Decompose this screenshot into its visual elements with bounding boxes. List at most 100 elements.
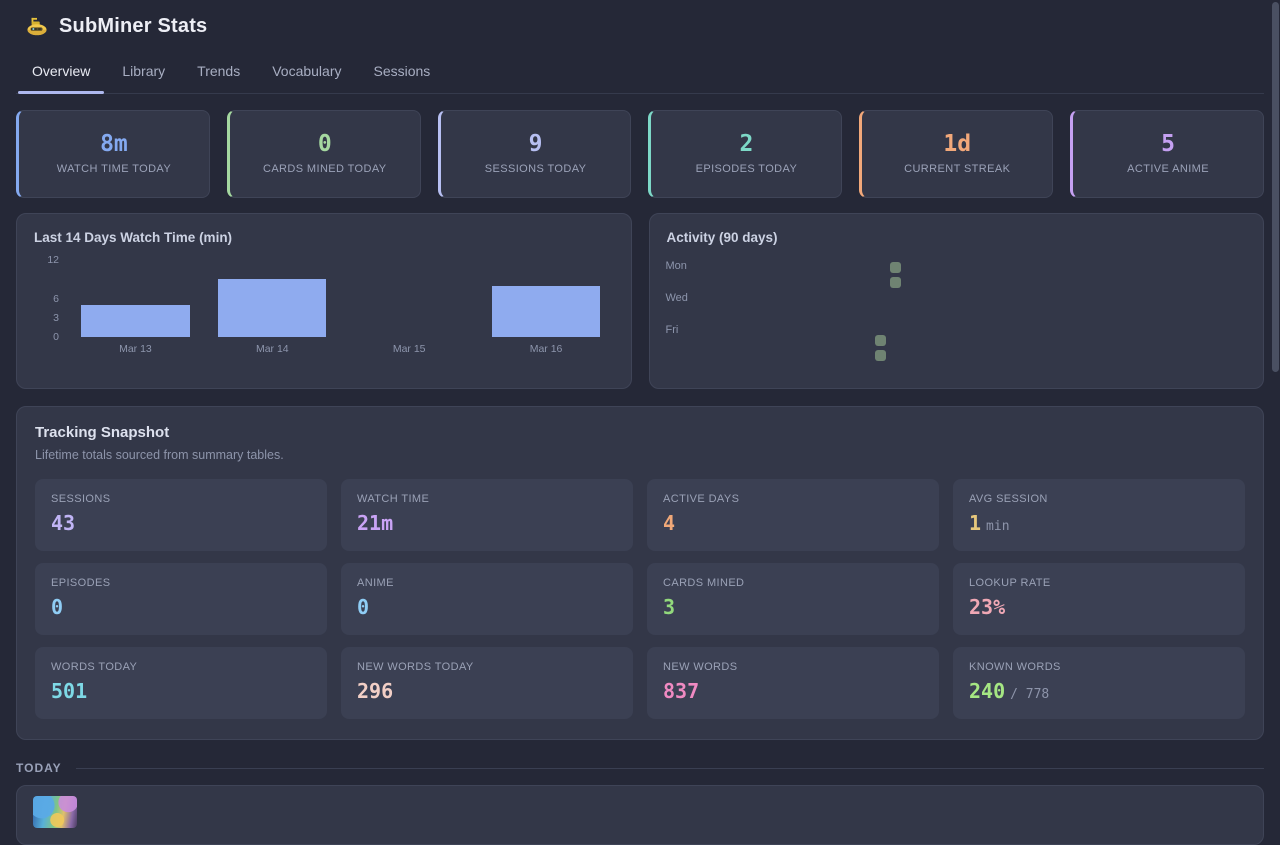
stat-label: ACTIVE ANIME [1127, 163, 1209, 175]
charts-row: Last 14 Days Watch Time (min) 12 6 3 0 Mar … [16, 213, 1264, 389]
stat-card: 1d CURRENT STREAK [859, 110, 1054, 198]
tile-label: ACTIVE DAYS [663, 493, 740, 505]
snapshot-tile: ANIME 0 [341, 563, 633, 635]
snapshot-tile: WORDS TODAY 501 [35, 647, 327, 719]
bar-chart-xlabels: Mar 13 Mar 14 Mar 15 Mar 16 [67, 343, 615, 355]
tracking-snapshot-subtitle: Lifetime totals sourced from summary tab… [35, 448, 284, 462]
tile-value: 23% [969, 595, 1006, 619]
vertical-scrollbar-thumb[interactable] [1272, 2, 1279, 372]
main-nav: Overview Library Trends Vocabulary Sessi… [16, 55, 1264, 94]
tile-value: 296 [357, 679, 394, 703]
stat-label: CURRENT STREAK [904, 163, 1011, 175]
heatmap-active-cell [889, 262, 901, 273]
stat-label: EPISODES TODAY [695, 163, 798, 175]
bar-slot [478, 286, 615, 337]
stat-card: 2 EPISODES TODAY [648, 110, 843, 198]
tile-value: 4 [663, 511, 676, 535]
tile-label: KNOWN WORDS [969, 661, 1061, 673]
bar-mar-14 [218, 279, 327, 337]
snapshot-tile: EPISODES 0 [35, 563, 327, 635]
y-axis-tick: 3 [53, 312, 59, 324]
stat-value: 9 [528, 131, 543, 157]
snapshot-tile: SESSIONS 43 [35, 479, 327, 551]
today-stats-row: 8m WATCH TIME TODAY 0 CARDS MINED TODAY … [16, 110, 1264, 198]
stat-value: 0 [317, 131, 332, 157]
snapshot-tile: CARDS MINED 3 [647, 563, 939, 635]
snapshot-tile: WATCH TIME 21m [341, 479, 633, 551]
heatmap-day-label: Mon [665, 260, 687, 272]
tile-value: 3 [663, 595, 676, 619]
snapshot-tile: KNOWN WORDS 240 / 778 [953, 647, 1245, 719]
tile-value: 0 [51, 595, 64, 619]
x-axis-label: Mar 15 [392, 343, 426, 355]
tile-value: 1 [969, 511, 982, 535]
bar-mar-16 [492, 286, 601, 337]
heatmap-active-cell [889, 277, 901, 288]
tile-value: 0 [357, 595, 370, 619]
tile-label: EPISODES [51, 577, 111, 589]
heatmap-day-label: Wed [665, 292, 688, 304]
page-title: SubMiner Stats [59, 15, 208, 37]
tile-label: LOOKUP RATE [969, 577, 1051, 589]
watch-time-chart-panel: Last 14 Days Watch Time (min) 12 6 3 0 Mar … [16, 213, 632, 389]
heatmap-title: Activity (90 days) [666, 230, 778, 245]
x-axis-label: Mar 14 [255, 343, 289, 355]
activity-heatmap-panel: Activity (90 days) Mon Wed Fri [648, 213, 1264, 389]
x-axis-label: Mar 13 [119, 343, 152, 355]
nav-tab[interactable]: Vocabulary [272, 63, 342, 79]
tracking-snapshot-title: Tracking Snapshot [35, 424, 170, 441]
tile-value: 21m [357, 511, 394, 535]
stat-label: CARDS MINED TODAY [262, 163, 387, 175]
snapshot-tile: NEW WORDS 837 [647, 647, 939, 719]
stat-value: 5 [1161, 131, 1175, 157]
stat-label: SESSIONS TODAY [484, 163, 587, 175]
today-session-card[interactable] [16, 785, 1264, 845]
heatmap-active-cell [874, 335, 886, 346]
stat-value: 8m [100, 131, 128, 157]
tile-label: NEW WORDS [663, 661, 738, 673]
tile-label: ANIME [357, 577, 394, 589]
bar-slot [67, 305, 204, 337]
submarine-icon [26, 17, 48, 37]
stat-value: 1d [943, 131, 972, 157]
y-axis-tick: 6 [53, 293, 59, 305]
nav-tab[interactable]: Sessions [373, 63, 431, 79]
stat-value: 2 [739, 131, 754, 157]
today-section-label: TODAY [16, 761, 62, 775]
section-divider [75, 767, 1264, 769]
tile-suffix: / 778 [1010, 687, 1050, 702]
snapshot-tile: NEW WORDS TODAY 296 [341, 647, 633, 719]
y-axis-tick: 0 [53, 331, 59, 343]
today-section-header: TODAY [16, 761, 1264, 775]
tile-label: CARDS MINED [663, 577, 745, 589]
tile-value: 240 [969, 679, 1006, 703]
heatmap-active-cell [874, 350, 886, 361]
app-header: SubMiner Stats [16, 0, 1264, 38]
tile-value: 43 [51, 511, 76, 535]
nav-tab[interactable]: Trends [197, 63, 241, 79]
tile-label: NEW WORDS TODAY [357, 661, 474, 673]
x-axis-label: Mar 16 [529, 343, 563, 355]
stat-card: 5 ACTIVE ANIME [1070, 110, 1264, 198]
bar-slot [204, 279, 341, 337]
bar-chart-plot [67, 260, 615, 337]
snapshot-tile: LOOKUP RATE 23% [953, 563, 1245, 635]
tracking-tiles-grid: SESSIONS 43 WATCH TIME 21m ACTIVE DA [35, 479, 1245, 719]
y-axis-tick: 12 [47, 254, 59, 266]
tracking-snapshot-panel: Tracking Snapshot Lifetime totals source… [16, 406, 1264, 740]
heatmap-day-label: Fri [665, 324, 679, 336]
stat-card: 9 SESSIONS TODAY [437, 110, 632, 198]
tile-suffix: min [986, 519, 1010, 534]
snapshot-tile: ACTIVE DAYS 4 [647, 479, 939, 551]
stat-card: 0 CARDS MINED TODAY [226, 110, 421, 198]
tile-label: WATCH TIME [357, 493, 430, 505]
nav-tab[interactable]: Library [122, 63, 166, 79]
bar-mar-13 [81, 305, 190, 337]
nav-tab[interactable]: Overview [18, 55, 105, 94]
chart-title: Last 14 Days Watch Time (min) [34, 230, 233, 245]
tile-label: SESSIONS [51, 493, 111, 505]
tile-label: WORDS TODAY [51, 661, 138, 673]
tile-label: AVG SESSION [969, 493, 1048, 505]
snapshot-tile: AVG SESSION 1 min [953, 479, 1245, 551]
